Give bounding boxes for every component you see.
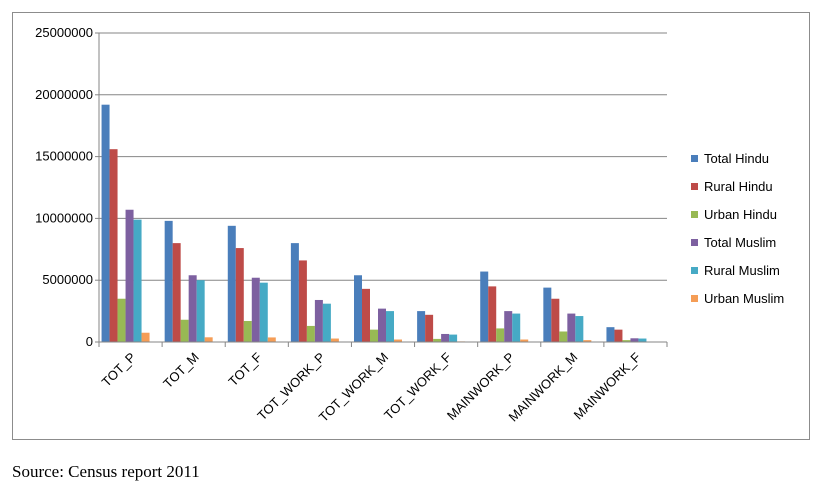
bar (251, 277, 260, 342)
bar (180, 319, 189, 342)
legend-entry: Rural Hindu (704, 179, 773, 194)
bar (630, 338, 639, 342)
legend-entry: Total Muslim (704, 235, 776, 250)
bar (330, 338, 339, 342)
y-axis-tick-labels: 0 5000000 10000000 15000000 20000000 25000000 (35, 25, 93, 349)
legend-entry: Urban Muslim (704, 291, 784, 306)
bar-chart: 0 5000000 10000000 15000000 20000000 25000000… (35, 25, 784, 425)
legend-swatch (691, 267, 698, 274)
legend-entry: Rural Muslim (704, 263, 780, 278)
axes (95, 32, 668, 347)
bar (378, 308, 386, 342)
y-tick-label: 5000000 (42, 272, 93, 287)
x-category-label: TOT_M (160, 350, 202, 392)
bar (164, 220, 173, 342)
bar (259, 282, 268, 342)
bar (290, 243, 299, 342)
bar (109, 149, 118, 342)
bar (125, 209, 134, 342)
bar (638, 338, 647, 342)
bar (575, 316, 584, 342)
y-tick-label: 20000000 (35, 87, 93, 102)
bar (227, 225, 236, 342)
bar (141, 332, 150, 342)
bar (551, 298, 560, 342)
bar (196, 280, 205, 342)
bar (480, 271, 489, 342)
bar (520, 339, 529, 342)
bar (614, 329, 623, 342)
bars (101, 104, 655, 342)
bar (504, 311, 513, 342)
source-note: Source: Census report 2011 (12, 462, 200, 481)
bar (583, 340, 592, 342)
bar (512, 313, 521, 342)
y-tick-label: 0 (86, 334, 93, 349)
legend-swatch (691, 155, 698, 162)
bar (235, 248, 244, 342)
bar (354, 275, 362, 342)
bar (543, 287, 552, 342)
bar (488, 286, 497, 342)
bar (441, 333, 450, 342)
bar (133, 219, 142, 342)
x-category-label: MAINWORK_M (506, 350, 581, 425)
legend-swatch (691, 295, 698, 302)
bar (243, 320, 252, 342)
legend-swatch (691, 239, 698, 246)
bar (101, 104, 110, 342)
legend-swatch (691, 211, 698, 218)
legend-swatch (691, 183, 698, 190)
chart-frame: 0 5000000 10000000 15000000 20000000 25000000… (12, 12, 810, 440)
gridlines (99, 32, 667, 281)
bar (386, 311, 394, 342)
x-category-label: TOT_P (99, 350, 139, 390)
legend: Total Hindu Rural Hindu Urban Hindu Total M… (691, 151, 784, 306)
bar (117, 298, 126, 342)
bar (322, 303, 331, 342)
x-axis-category-labels: TOT_P TOT_M TOT_FTOT_WORK_PTOT_WORK_MTOT_W… (99, 349, 644, 424)
bar (298, 260, 307, 342)
y-tick-label: 10000000 (35, 210, 93, 225)
bar (425, 314, 434, 342)
x-category-label: TOT_F (225, 349, 265, 389)
bar (559, 331, 568, 342)
bar (449, 334, 458, 342)
bar (362, 288, 370, 342)
y-tick-label: 25000000 (35, 25, 93, 40)
bar (267, 337, 276, 342)
bar (606, 327, 615, 342)
bar (314, 299, 323, 342)
x-category-label: MAINWORK_F (571, 349, 644, 422)
bar (433, 338, 442, 342)
bar (622, 340, 631, 342)
legend-entry: Total Hindu (704, 151, 769, 166)
bar (306, 325, 315, 342)
legend-entry: Urban Hindu (704, 207, 777, 222)
bar (496, 328, 505, 342)
bar (417, 311, 426, 342)
y-tick-label: 15000000 (35, 149, 93, 164)
bar (172, 243, 181, 342)
bar (394, 339, 402, 342)
bar (370, 329, 378, 342)
bar (204, 337, 213, 342)
bar (188, 275, 197, 342)
bar (567, 313, 576, 342)
